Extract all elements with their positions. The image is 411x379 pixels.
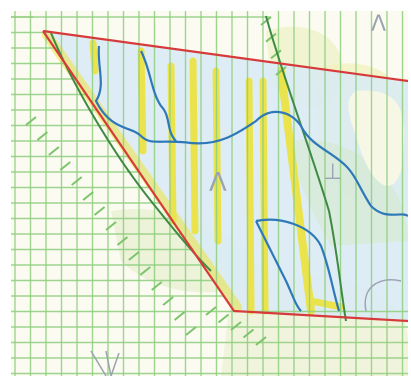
parcel-boundary bbox=[42, 29, 408, 323]
yellow-strip-1 bbox=[89, 39, 99, 75]
hatch-mark bbox=[275, 66, 287, 76]
hatch-mark bbox=[185, 326, 197, 336]
map-canvas: Λ ⊥ Λ bbox=[11, 11, 408, 376]
hatch-mark bbox=[151, 281, 163, 291]
contour-arc bbox=[364, 279, 402, 312]
yellow-strip-6 bbox=[245, 77, 255, 315]
hatch-mark bbox=[139, 266, 151, 276]
hatch-mark bbox=[255, 336, 267, 346]
yellow-border-left bbox=[42, 30, 242, 312]
hatch-mark bbox=[105, 221, 117, 231]
hatch-mark bbox=[265, 32, 277, 43]
parcel-fill bbox=[43, 31, 408, 321]
parcel-east-green bbox=[291, 139, 408, 246]
yellow-strip-9 bbox=[307, 297, 345, 311]
shelter-symbol: Λ bbox=[209, 168, 227, 198]
hatch-mark bbox=[128, 251, 140, 261]
yellow-strip-2 bbox=[137, 47, 147, 155]
hatch-mark bbox=[93, 206, 106, 216]
hatch-mark bbox=[116, 236, 129, 246]
shelter-symbol-ne: Λ bbox=[371, 12, 386, 37]
stream-upper bbox=[140, 50, 177, 142]
hatch-mark bbox=[71, 176, 83, 186]
clearing-east bbox=[348, 90, 405, 186]
hatch-mark bbox=[217, 313, 230, 324]
hatch-mark bbox=[82, 191, 94, 201]
marker-symbol: ⊥ bbox=[323, 160, 342, 185]
stream-south-loop bbox=[255, 218, 341, 312]
hatch-mark bbox=[48, 146, 60, 156]
hatch-mark bbox=[260, 16, 272, 26]
map-frame: Λ ⊥ Λ bbox=[11, 11, 408, 376]
yellow-strip-4 bbox=[189, 57, 199, 235]
yellow-strip-8 bbox=[277, 67, 315, 315]
hatch-mark bbox=[59, 161, 71, 171]
streams bbox=[94, 45, 408, 312]
stream-south bbox=[255, 220, 302, 312]
forest-line-west bbox=[50, 32, 212, 272]
hatch-mark bbox=[242, 328, 255, 339]
hatch-mark bbox=[205, 306, 217, 316]
hatch-mark bbox=[25, 116, 37, 126]
hatch-mark bbox=[173, 311, 186, 321]
hatch-mark bbox=[270, 49, 282, 60]
stream-north bbox=[94, 45, 408, 218]
hatch-mark bbox=[36, 131, 49, 141]
hatch-mark bbox=[230, 321, 242, 331]
sw-tree-symbol bbox=[90, 350, 120, 376]
hatch-mark bbox=[162, 296, 174, 306]
yellow-strip-3 bbox=[167, 62, 177, 225]
forest-edge-hatching bbox=[25, 16, 287, 346]
